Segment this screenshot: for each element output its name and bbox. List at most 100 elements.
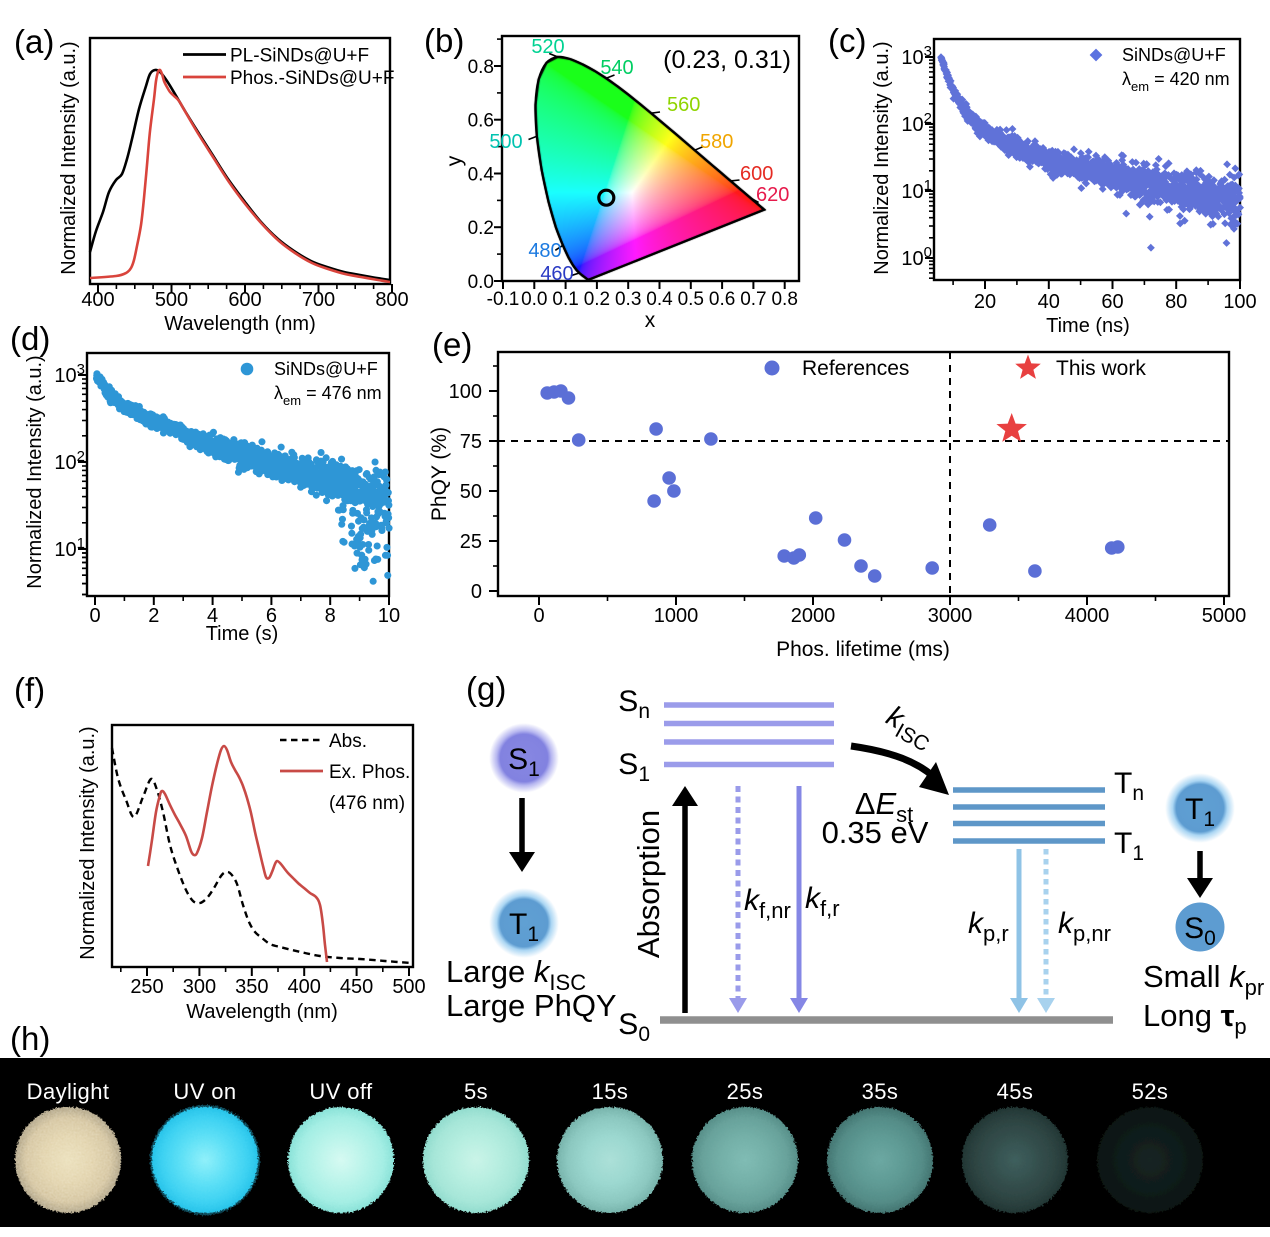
svg-text:Normalized Intensity (a.u.): Normalized Intensity (a.u.) bbox=[77, 726, 99, 959]
svg-text:0.6: 0.6 bbox=[709, 289, 735, 310]
svg-text:Tn: Tn bbox=[1114, 767, 1144, 805]
svg-text:(h): (h) bbox=[10, 1020, 50, 1057]
svg-text:520: 520 bbox=[531, 36, 564, 58]
svg-text:SiNDs@U+F: SiNDs@U+F bbox=[1122, 45, 1226, 65]
svg-text:0.8: 0.8 bbox=[468, 57, 494, 78]
svg-text:0.4: 0.4 bbox=[468, 165, 495, 186]
svg-text:(a): (a) bbox=[14, 23, 54, 60]
svg-text:103: 103 bbox=[54, 361, 85, 387]
svg-text:λem = 476 nm: λem = 476 nm bbox=[274, 383, 382, 408]
svg-text:Phos.-SiNDs@U+F: Phos.-SiNDs@U+F bbox=[230, 68, 394, 89]
svg-text:100: 100 bbox=[449, 381, 482, 403]
svg-text:100: 100 bbox=[1223, 291, 1256, 313]
svg-text:15s: 15s bbox=[592, 1079, 629, 1104]
svg-text:S1: S1 bbox=[618, 748, 650, 786]
svg-text:y: y bbox=[443, 155, 466, 166]
svg-text:10: 10 bbox=[378, 605, 400, 627]
svg-text:Sn: Sn bbox=[618, 685, 650, 723]
svg-text:800: 800 bbox=[375, 289, 408, 311]
svg-text:Absorption: Absorption bbox=[631, 810, 666, 958]
svg-text:ΔEst: ΔEst bbox=[855, 786, 914, 827]
svg-text:5000: 5000 bbox=[1202, 605, 1247, 627]
svg-text:Time (ns): Time (ns) bbox=[1046, 315, 1130, 337]
svg-text:(b): (b) bbox=[424, 22, 464, 59]
svg-text:References: References bbox=[802, 357, 909, 380]
svg-text:T1: T1 bbox=[1114, 827, 1144, 865]
svg-text:Time (s): Time (s) bbox=[206, 623, 279, 645]
svg-text:0.5: 0.5 bbox=[678, 289, 704, 310]
svg-text:35s: 35s bbox=[862, 1079, 899, 1104]
svg-text:Large PhQY: Large PhQY bbox=[446, 988, 617, 1023]
svg-text:0.6: 0.6 bbox=[468, 111, 494, 132]
svg-text:580: 580 bbox=[700, 131, 733, 153]
svg-text:102: 102 bbox=[901, 110, 932, 136]
svg-text:0.4: 0.4 bbox=[646, 289, 673, 310]
svg-text:50: 50 bbox=[460, 481, 482, 503]
svg-text:100: 100 bbox=[901, 244, 932, 270]
svg-text:0: 0 bbox=[471, 581, 482, 603]
svg-text:(d): (d) bbox=[10, 320, 50, 357]
svg-text:102: 102 bbox=[54, 448, 85, 474]
svg-text:500: 500 bbox=[489, 131, 522, 153]
svg-text:λem = 420 nm: λem = 420 nm bbox=[1122, 69, 1230, 94]
svg-text:25: 25 bbox=[460, 531, 482, 553]
svg-text:8: 8 bbox=[325, 605, 336, 627]
svg-text:S0: S0 bbox=[618, 1008, 650, 1046]
svg-text:300: 300 bbox=[183, 976, 216, 998]
svg-text:0.7: 0.7 bbox=[740, 289, 766, 310]
svg-text:Ex. Phos.: Ex. Phos. bbox=[329, 762, 410, 783]
svg-text:0.3: 0.3 bbox=[615, 289, 641, 310]
svg-text:600: 600 bbox=[740, 163, 773, 185]
svg-text:460: 460 bbox=[540, 263, 573, 285]
svg-text:540: 540 bbox=[600, 57, 633, 79]
svg-text:(e): (e) bbox=[432, 326, 472, 363]
svg-text:4000: 4000 bbox=[1065, 605, 1110, 627]
svg-text:(0.23, 0.31): (0.23, 0.31) bbox=[663, 46, 791, 74]
svg-text:kp,r: kp,r bbox=[968, 907, 1009, 946]
svg-text:2: 2 bbox=[148, 605, 159, 627]
svg-text:620: 620 bbox=[756, 184, 789, 206]
svg-text:UV on: UV on bbox=[173, 1079, 236, 1104]
svg-text:kf,r: kf,r bbox=[805, 882, 840, 921]
svg-text:600: 600 bbox=[228, 289, 261, 311]
svg-text:Phos. lifetime (ms): Phos. lifetime (ms) bbox=[776, 638, 950, 661]
svg-text:6: 6 bbox=[266, 605, 277, 627]
svg-text:450: 450 bbox=[340, 976, 373, 998]
svg-text:480: 480 bbox=[528, 240, 561, 262]
svg-text:Abs.: Abs. bbox=[329, 731, 367, 752]
svg-text:0.1: 0.1 bbox=[552, 289, 578, 310]
svg-text:0: 0 bbox=[533, 605, 544, 627]
svg-text:PhQY (%): PhQY (%) bbox=[428, 427, 451, 521]
svg-text:1000: 1000 bbox=[654, 605, 699, 627]
svg-text:20: 20 bbox=[974, 291, 996, 313]
svg-text:4: 4 bbox=[207, 605, 218, 627]
svg-text:-0.1: -0.1 bbox=[487, 289, 520, 310]
svg-text:0.2: 0.2 bbox=[468, 218, 494, 239]
svg-text:Daylight: Daylight bbox=[27, 1079, 110, 1104]
svg-text:Long τp: Long τp bbox=[1143, 998, 1247, 1039]
svg-text:(476 nm): (476 nm) bbox=[329, 793, 405, 814]
svg-text:75: 75 bbox=[460, 431, 482, 453]
svg-text:80: 80 bbox=[1165, 291, 1187, 313]
svg-text:(f): (f) bbox=[14, 671, 45, 708]
svg-text:25s: 25s bbox=[727, 1079, 764, 1104]
svg-text:500: 500 bbox=[392, 976, 425, 998]
svg-text:x: x bbox=[645, 309, 656, 332]
svg-text:101: 101 bbox=[901, 177, 932, 203]
svg-text:Wavelength (nm): Wavelength (nm) bbox=[164, 313, 316, 335]
svg-text:45s: 45s bbox=[997, 1079, 1034, 1104]
svg-text:(c): (c) bbox=[828, 22, 866, 59]
svg-text:0.0: 0.0 bbox=[468, 272, 494, 293]
svg-text:This work: This work bbox=[1056, 357, 1146, 380]
svg-text:Wavelength (nm): Wavelength (nm) bbox=[186, 1001, 338, 1023]
svg-text:103: 103 bbox=[901, 43, 932, 69]
svg-text:kISC: kISC bbox=[879, 700, 940, 756]
svg-text:0.8: 0.8 bbox=[771, 289, 797, 310]
svg-text:400: 400 bbox=[81, 289, 114, 311]
svg-text:3000: 3000 bbox=[928, 605, 973, 627]
svg-text:350: 350 bbox=[235, 976, 268, 998]
svg-text:500: 500 bbox=[155, 289, 188, 311]
svg-text:250: 250 bbox=[130, 976, 163, 998]
svg-text:101: 101 bbox=[54, 535, 85, 561]
svg-text:UV off: UV off bbox=[309, 1079, 373, 1104]
